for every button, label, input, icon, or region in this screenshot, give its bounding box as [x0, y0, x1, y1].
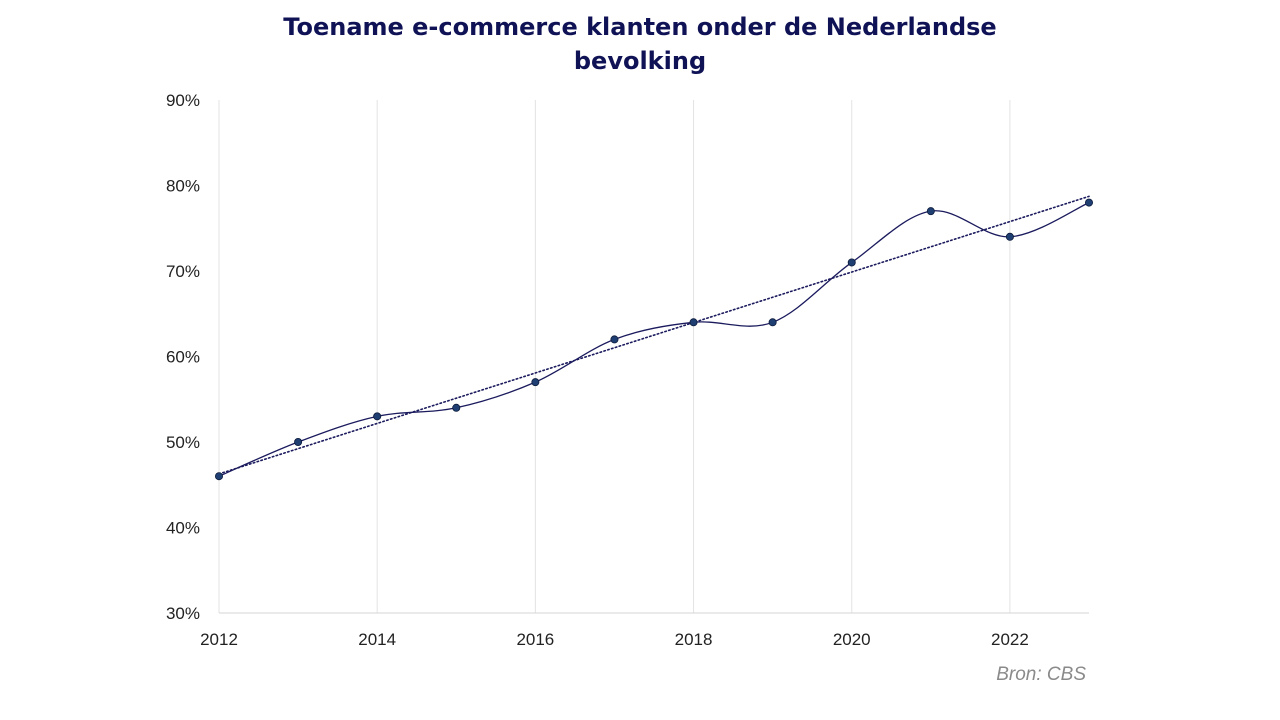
- source-note: Bron: CBS: [996, 664, 1086, 685]
- y-tick-label: 30%: [166, 604, 200, 623]
- data-point-2017: [610, 335, 619, 344]
- trendline-path: [218, 195, 1090, 475]
- data-point-2016: [531, 378, 540, 387]
- data-points: [214, 198, 1094, 481]
- series: [218, 202, 1090, 477]
- y-axis-ticks: 30% 40% 50% 60% 70% 80% 90%: [166, 91, 200, 623]
- data-point-2023: [1085, 198, 1094, 207]
- y-tick-label: 40%: [166, 519, 200, 538]
- y-tick-label: 90%: [166, 91, 200, 110]
- chart-title-line-1: Toename e-commerce klanten onder de Nede…: [283, 13, 997, 41]
- data-point-2019: [768, 318, 777, 327]
- data-point-2022: [1005, 232, 1014, 241]
- data-point-2020: [847, 258, 856, 267]
- chart-title: Toename e-commerce klanten onder de Nede…: [240, 10, 1040, 78]
- series-line: [218, 202, 1090, 477]
- x-tick-label: 2016: [516, 630, 554, 649]
- x-tick-label: 2018: [675, 630, 713, 649]
- data-point-2015: [452, 403, 461, 412]
- chart-title-line-2: bevolking: [573, 47, 707, 75]
- x-tick-label: 2012: [200, 630, 238, 649]
- axes: [218, 100, 1089, 614]
- trendline: [218, 195, 1090, 475]
- x-axis-ticks: 2012 2014 2016 2018 2020 2022: [200, 630, 1029, 649]
- x-tick-label: 2014: [358, 630, 396, 649]
- data-point-2012: [214, 472, 223, 481]
- x-tick-label: 2020: [833, 630, 871, 649]
- y-tick-label: 80%: [166, 177, 200, 196]
- data-point-2018: [689, 318, 698, 327]
- data-point-2014: [373, 412, 382, 421]
- x-tick-label: 2022: [991, 630, 1029, 649]
- data-point-2013: [294, 437, 303, 446]
- y-tick-label: 70%: [166, 262, 200, 281]
- y-tick-label: 60%: [166, 348, 200, 367]
- grid-lines: [376, 100, 1011, 613]
- data-point-2021: [926, 207, 935, 216]
- y-tick-label: 50%: [166, 433, 200, 452]
